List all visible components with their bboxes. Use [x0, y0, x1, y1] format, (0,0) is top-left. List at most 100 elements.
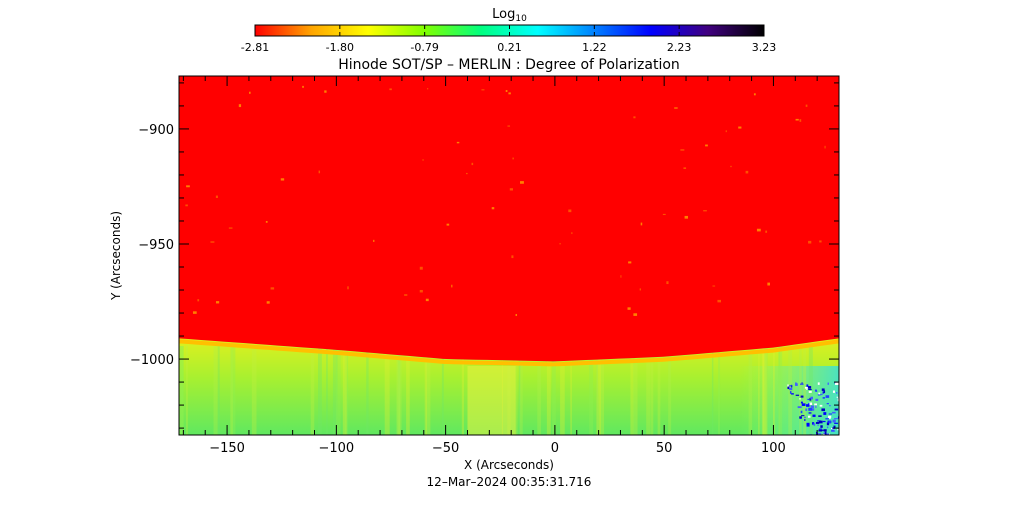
heatmap-disk-speckle — [425, 298, 429, 302]
heatmap-corner-speckle — [832, 390, 835, 393]
heatmap-disk-speckle — [628, 261, 632, 264]
heatmap-limb-band — [179, 339, 839, 367]
heatmap-corner-speckle — [815, 390, 818, 392]
heatmap-corner-speckle — [795, 382, 797, 385]
heatmap-corner-speckle — [809, 397, 812, 401]
heatmap-disk-speckle — [471, 162, 474, 166]
heatmap-disk-speckle — [799, 119, 802, 122]
heatmap-corner-speckle — [823, 390, 826, 394]
heatmap-disk-speckle — [680, 149, 685, 151]
observation-date: 12–Mar–2024 00:35:31.716 — [427, 475, 592, 489]
x-tick-label: 100 — [761, 441, 786, 456]
heatmap-corner-speckle — [800, 401, 803, 404]
heatmap-corner-speckle — [828, 420, 832, 424]
heatmap-corner-speckle — [828, 417, 831, 419]
heatmap-disk-speckle — [662, 213, 666, 216]
heatmap-corner-speckle — [804, 386, 808, 389]
heatmap-corner-speckle — [827, 382, 829, 385]
plot-area: −150 −100 −50 0 50 100 −900 −950 −1000 — [130, 75, 840, 456]
heatmap-corner-speckle — [823, 412, 827, 415]
heatmap-noise-stripe — [788, 346, 793, 435]
heatmap-corner-speckle — [821, 408, 826, 412]
heatmap-disk-speckle — [640, 222, 643, 226]
heatmap-disk-speckle — [419, 289, 423, 293]
heatmap-corner-speckle — [824, 431, 827, 435]
heatmap-disk-speckle — [347, 286, 349, 290]
heatmap-disk-speckle — [404, 294, 408, 296]
chart-title: Hinode SOT/SP – MERLIN : Degree of Polar… — [338, 57, 680, 73]
heatmap-corner-speckle — [817, 382, 820, 385]
heatmap-corner-speckle — [833, 425, 836, 428]
heatmap-corner-speckle — [804, 419, 806, 421]
heatmap-noise-stripe — [180, 346, 184, 435]
heatmap-noise-stripe — [748, 346, 753, 435]
heatmap-corner-speckle — [837, 416, 839, 419]
heatmap-corner-speckle — [819, 404, 823, 407]
heatmap-corner-speckle — [801, 382, 803, 385]
x-tick-label: −50 — [432, 441, 459, 456]
heatmap-disk-speckle — [465, 172, 468, 175]
heatmap-corner-speckle — [822, 391, 824, 394]
heatmap-disk-speckle — [419, 266, 423, 270]
heatmap-noise-stripe — [764, 346, 768, 435]
heatmap-corner-region — [739, 366, 839, 435]
heatmap-corner-speckle — [799, 398, 801, 400]
heatmap-noise-stripe — [230, 346, 233, 435]
heatmap-disk-speckle — [819, 240, 822, 243]
heatmap-noise-stripe — [808, 346, 813, 435]
heatmap-disk-speckle — [620, 275, 622, 278]
heatmap-corner-speckle — [834, 422, 839, 424]
heatmap-disk-speckle — [422, 159, 424, 161]
heatmap-noise-stripe — [326, 346, 328, 435]
heatmap-corner-speckle — [810, 396, 813, 400]
heatmap-corner-speckle — [825, 418, 829, 420]
heatmap-corner-speckle — [789, 385, 792, 387]
heatmap-noise-stripe — [630, 346, 634, 435]
heatmap-disk-speckle — [508, 92, 511, 95]
heatmap-noise-stripe — [366, 346, 369, 435]
heatmap-noise-stripe — [344, 346, 349, 435]
heatmap-noise-stripe — [310, 346, 315, 435]
heatmap-disk-speckle — [568, 209, 572, 213]
colorbar-tick-label: 2.23 — [667, 41, 692, 54]
heatmap-corner-speckle — [787, 384, 789, 387]
heatmap-corner-speckle — [811, 408, 815, 411]
heatmap-disk-speckle — [266, 301, 270, 304]
heatmap-noise-stripe — [718, 346, 721, 435]
heatmap-corner-speckle — [817, 424, 819, 426]
heatmap-corner-speckle — [815, 421, 820, 424]
heatmap-disk-speckle — [249, 91, 251, 94]
heatmap-noise-stripe — [518, 346, 521, 435]
heatmap-disk-speckle — [186, 185, 190, 188]
heatmap-corner-speckle — [823, 432, 827, 435]
heatmap-corner-speckle — [828, 415, 832, 418]
heatmap-noise-stripe — [185, 346, 188, 435]
heatmap-disk-speckle — [725, 130, 727, 133]
heatmap-corner-speckle — [789, 387, 793, 391]
heatmap-noise-stripe — [537, 346, 542, 435]
heatmap-corner-speckle — [813, 423, 816, 426]
heatmap-corner-speckle — [806, 423, 810, 427]
heatmap-corner-speckle — [819, 428, 822, 431]
heatmap-corner-speckle — [799, 416, 802, 419]
heatmap-disk-speckle — [730, 165, 732, 168]
heatmap-noise-stripe — [803, 346, 807, 435]
heatmap-corner-speckle — [791, 393, 794, 395]
heatmap-disk-speckle — [318, 170, 321, 174]
heatmap-noise-stripe — [762, 346, 768, 435]
heatmap-corner-speckle — [818, 415, 822, 417]
heatmap-disk-speckle — [824, 145, 826, 149]
heatmap-corner-speckle — [816, 431, 818, 434]
heatmap-noise-stripe — [397, 346, 400, 435]
x-axis-label: X (Arcseconds) — [464, 458, 554, 472]
y-axis-label: Y (Arcseconds) — [109, 211, 123, 301]
plot-frame — [178, 75, 840, 436]
heatmap-noise-stripe — [589, 346, 594, 435]
heatmap-disk-speckle — [712, 285, 716, 287]
heatmap-noise-stripe — [552, 346, 556, 435]
heatmap-noise-stripe — [778, 346, 783, 435]
heatmap-disk-speckle — [210, 241, 215, 243]
heatmap-corner-speckle — [787, 386, 790, 390]
heatmap-disk-speckle — [446, 223, 450, 226]
